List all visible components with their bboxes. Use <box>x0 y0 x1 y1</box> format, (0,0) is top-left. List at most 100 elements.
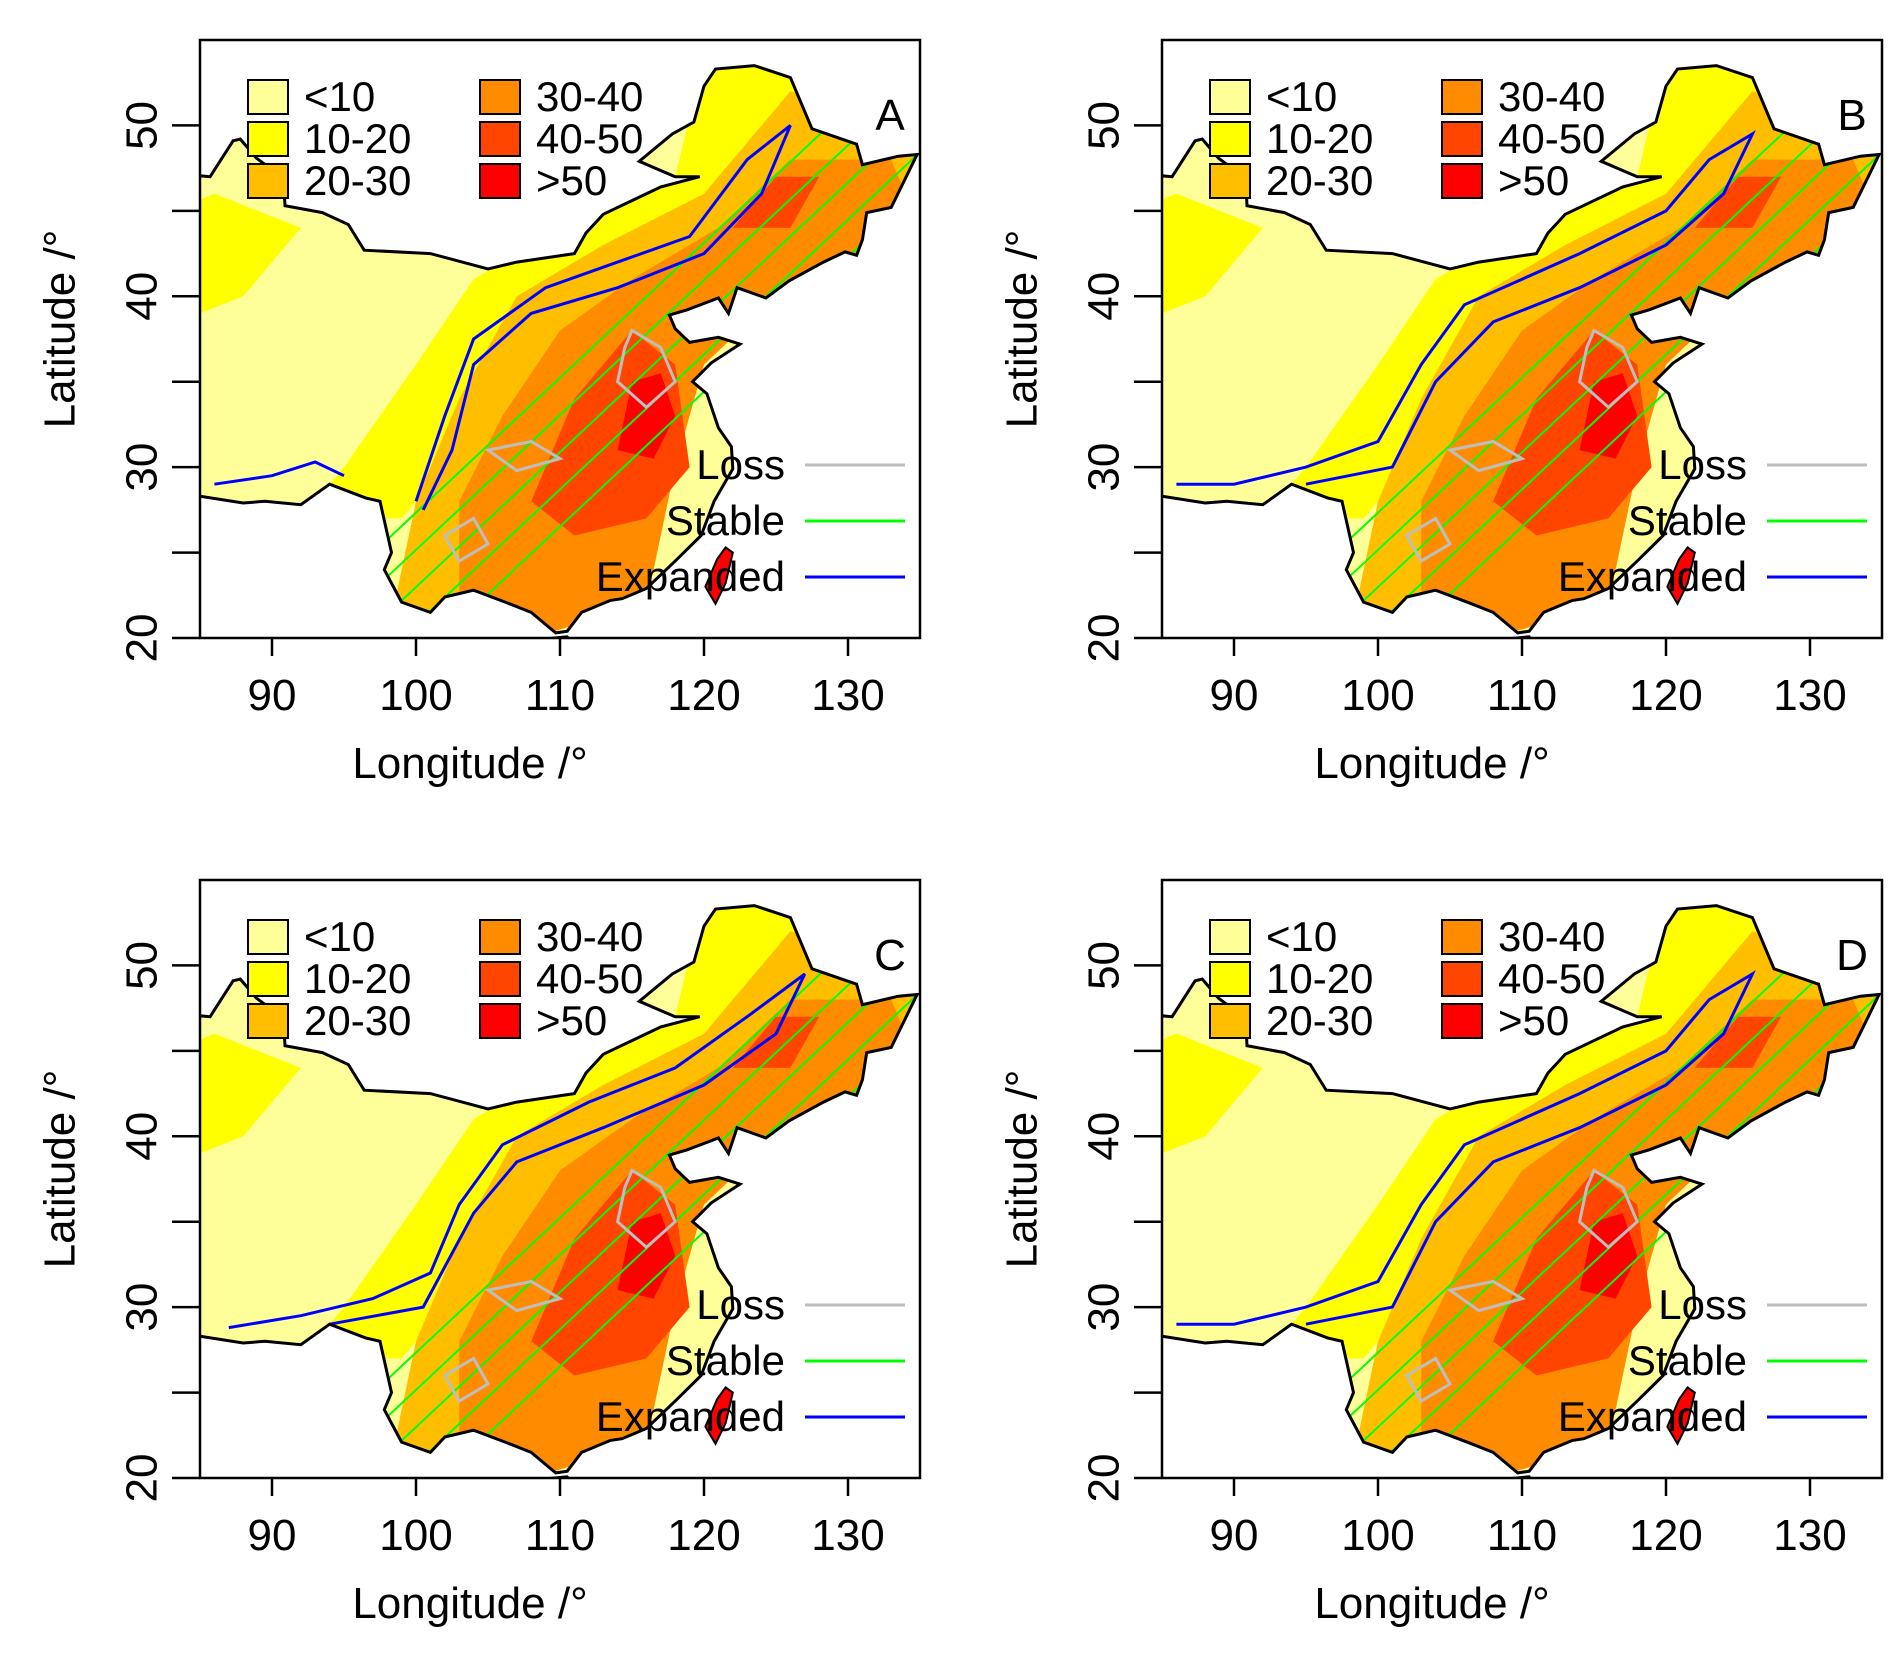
legend-label: <10 <box>1266 913 1337 960</box>
y-tick-label: 50 <box>118 941 167 990</box>
loss-area <box>1577 1168 1639 1250</box>
legend-swatch <box>247 919 289 955</box>
legend-label: 10-20 <box>304 115 411 162</box>
stable-stripe-line <box>1377 951 1880 1466</box>
legend-label: <10 <box>1266 73 1337 120</box>
y-tick-label: 20 <box>1080 614 1129 663</box>
hainan-island <box>548 1475 570 1478</box>
line-legend-label: Loss <box>696 1281 785 1328</box>
y-tick-label: 30 <box>1080 443 1129 492</box>
line-legend-label: Loss <box>696 441 785 488</box>
x-tick-label: 90 <box>1210 1511 1259 1560</box>
legend-swatch <box>479 919 521 955</box>
legend-label: <10 <box>304 913 375 960</box>
legend-label: 10-20 <box>1266 115 1373 162</box>
stable-stripe-line <box>1377 111 1880 626</box>
legend-label: 20-30 <box>1266 997 1373 1044</box>
legend-swatch <box>247 121 289 157</box>
x-tick-label: 130 <box>811 1511 884 1560</box>
legend-label: 30-40 <box>536 913 643 960</box>
stable-stripe-line <box>357 90 907 605</box>
x-tick-label: 100 <box>1341 1511 1414 1560</box>
taiwan-island <box>1666 1386 1696 1446</box>
loss-area <box>442 1356 491 1404</box>
legend-swatch <box>247 79 289 115</box>
map-panel: 90 100 110 120 130 20 30 40 50 Longitude /° Latitu… <box>36 38 922 788</box>
loss-area <box>1404 516 1453 564</box>
china-border <box>1162 64 1882 635</box>
line-legend-label: Stable <box>1628 497 1747 544</box>
y-tick-label: 50 <box>1080 941 1129 990</box>
taiwan-island <box>1666 546 1696 606</box>
x-tick-label: 120 <box>667 1511 740 1560</box>
loss-area <box>1446 439 1526 473</box>
stable-stripe-line <box>1290 80 1840 595</box>
legend-label: 10-20 <box>304 955 411 1002</box>
legend-label: 40-50 <box>536 115 643 162</box>
legend-label: >50 <box>1498 157 1569 204</box>
x-tick-label: 110 <box>1487 671 1557 720</box>
y-tick-label: 50 <box>1080 101 1129 150</box>
y-tick-label: 20 <box>118 1454 167 1503</box>
map-panel: 90 100 110 120 130 20 30 40 50 Longitude /° Latitu… <box>998 38 1884 788</box>
x-axis-label: Longitude /° <box>352 1579 587 1628</box>
y-axis-label: Latitude /° <box>36 230 85 429</box>
loss-area <box>1404 1356 1453 1404</box>
loss-area <box>615 1168 677 1250</box>
x-tick-label: 110 <box>525 671 595 720</box>
loss-area <box>1446 1279 1526 1313</box>
expanded-area <box>1176 970 1756 1326</box>
legend-swatch <box>479 121 521 157</box>
band-10-20-west <box>1162 1033 1263 1188</box>
loss-area <box>442 516 491 564</box>
line-legend-label: Expanded <box>596 553 785 600</box>
line-legend-label: Stable <box>1628 1337 1747 1384</box>
x-axis-label: Longitude /° <box>1314 739 1549 788</box>
legend-swatch <box>479 961 521 997</box>
panel-letter: C <box>874 931 906 980</box>
legend-label: >50 <box>536 997 607 1044</box>
loss-area <box>615 328 677 410</box>
legend-label: 30-40 <box>1498 913 1605 960</box>
stable-stripe-line <box>1319 90 1869 605</box>
legend-swatch <box>247 163 289 199</box>
legend-swatch <box>247 1003 289 1039</box>
legend-swatch <box>1441 163 1483 199</box>
x-tick-label: 120 <box>667 671 740 720</box>
panel-letter: D <box>1836 931 1868 980</box>
legend-label: 40-50 <box>1498 115 1605 162</box>
legend-swatch <box>247 961 289 997</box>
expanded-area <box>414 124 792 511</box>
stable-stripe-line <box>328 80 878 595</box>
line-legend-label: Loss <box>1658 441 1747 488</box>
legend-label: 40-50 <box>1498 955 1605 1002</box>
stable-stripe-line <box>1290 920 1840 1435</box>
legend-label: <10 <box>304 73 375 120</box>
legend-swatch <box>1441 961 1483 997</box>
line-legend-label: Stable <box>666 1337 785 1384</box>
band-40-50-ne <box>1694 1016 1782 1068</box>
y-tick-label: 30 <box>118 1283 167 1332</box>
x-tick-label: 120 <box>1629 671 1702 720</box>
y-tick-label: 40 <box>1080 272 1129 321</box>
taiwan-island <box>704 1386 734 1446</box>
stable-stripe-line <box>357 930 907 1445</box>
map-panel: 90 100 110 120 130 20 30 40 50 Longitude /° Latitu… <box>998 878 1884 1628</box>
line-legend-label: Expanded <box>1558 553 1747 600</box>
legend-swatch <box>1441 79 1483 115</box>
legend-swatch <box>1209 961 1251 997</box>
y-axis-label: Latitude /° <box>998 230 1047 429</box>
y-tick-label: 20 <box>118 614 167 663</box>
x-tick-label: 130 <box>811 671 884 720</box>
expanded-area <box>1176 130 1756 486</box>
taiwan-island <box>704 546 734 606</box>
legend-label: 10-20 <box>1266 955 1373 1002</box>
loss-area <box>484 1279 564 1313</box>
line-legend-label: Expanded <box>1558 1393 1747 1440</box>
legend-swatch <box>1209 79 1251 115</box>
x-tick-label: 110 <box>525 1511 595 1560</box>
y-axis-label: Latitude /° <box>36 1070 85 1269</box>
legend-swatch <box>1441 919 1483 955</box>
band-10-20-west <box>1162 193 1263 348</box>
